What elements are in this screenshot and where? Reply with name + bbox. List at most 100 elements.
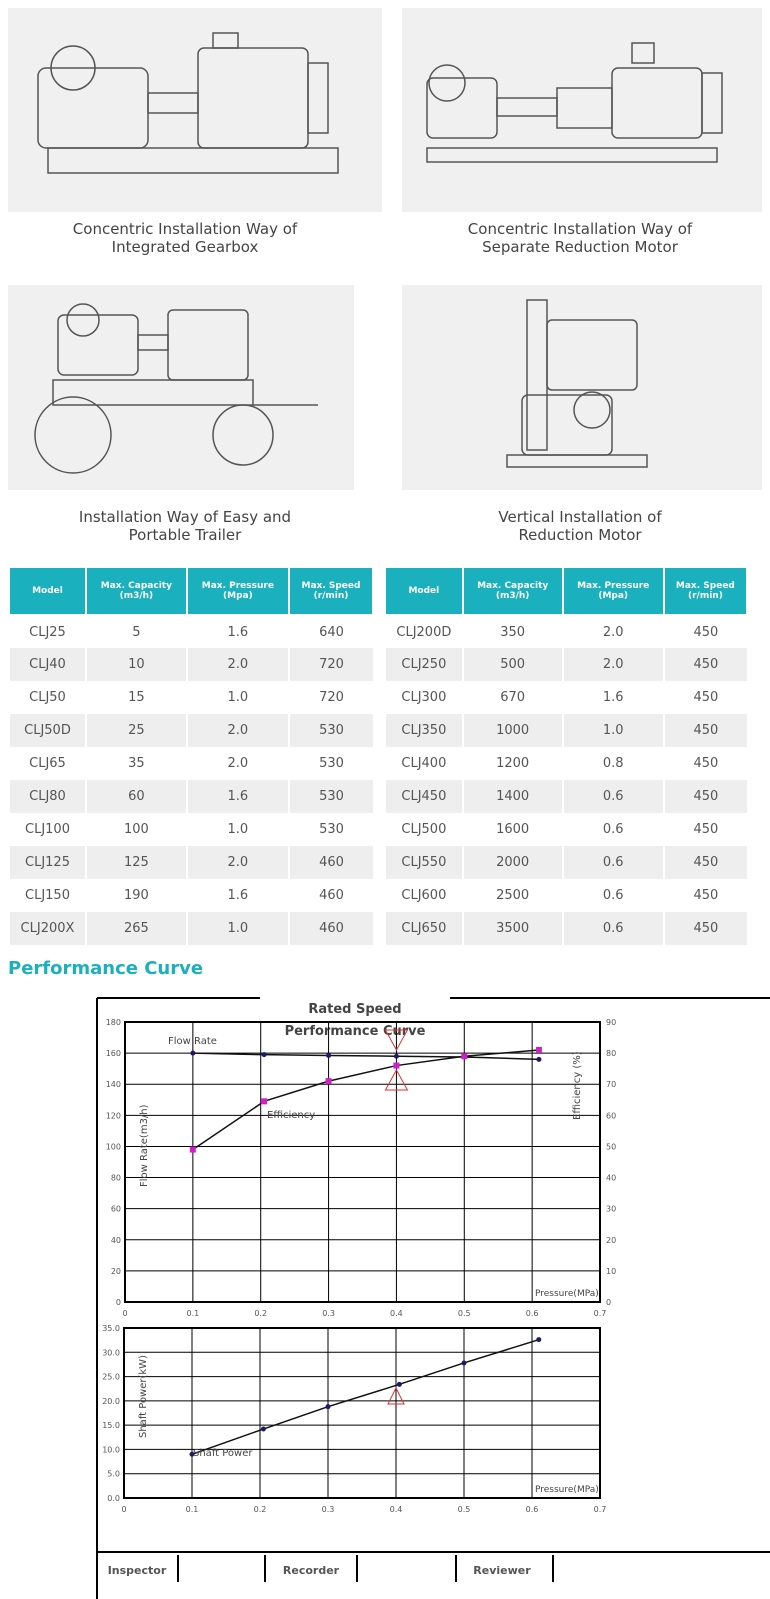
caption-line: Reduction Motor [518,526,642,544]
y-tick-label: 180 [106,1018,121,1027]
pump-image-separate-motor [402,8,762,212]
model-table-left: Model Max. Capacity (m3/h) Max. Pressure (Mp… [8,566,375,945]
table-row: CLJ650 3500 0.6 450 [384,912,747,945]
table-cell: 0.6 [561,813,664,846]
x-tick-label: 0.5 [458,1309,471,1318]
y-tick-label: 20.0 [102,1397,120,1406]
table-cell: 450 [662,681,747,714]
y-tick-label: 35.0 [102,1324,120,1333]
series-label-flow-rate: Flow Rate [168,1036,217,1047]
plot-area [123,1327,601,1499]
shaft-power-point [189,1451,195,1457]
shaft-power-point [461,1360,467,1366]
table-row: CLJ550 2000 0.6 450 [384,846,747,879]
table-cell: CLJ150 [8,879,86,912]
chart-title-line: Rated Speed [308,1002,401,1017]
table-cell: 0.6 [561,780,664,813]
series-label-efficiency: Efficiency [267,1110,315,1121]
table-cell: 450 [662,912,747,945]
table-cell: CLJ65 [8,747,86,780]
table-cell: CLJ50D [8,714,86,747]
table-cell: CLJ40 [8,648,86,681]
chart-title-line: Performance Curve [285,1024,426,1039]
y2-tick-label: 40 [606,1174,616,1183]
column-header: Max. Capacity (m3/h) [84,566,188,616]
x-tick-label: 0.7 [594,1505,607,1514]
y-tick-label: 25.0 [102,1373,120,1382]
table-cell: 1.0 [185,912,289,945]
table-cell: CLJ650 [384,912,463,945]
table-row: CLJ300 670 1.6 450 [384,681,747,714]
table-cell: 530 [287,747,373,780]
table-cell: 190 [84,879,187,912]
caption-line: Integrated Gearbox [111,238,259,256]
efficiency-point [325,1078,332,1085]
y-tick-label: 100 [106,1142,121,1151]
signoff-label: Inspector [108,1564,167,1577]
table-row: CLJ200D 350 2.0 450 [384,615,747,648]
table-cell: 125 [84,846,187,879]
table-cell: 15 [84,681,187,714]
table-cell: 0.6 [561,846,664,879]
y2-tick-label: 60 [606,1111,616,1120]
flow-rate-point [393,1053,399,1059]
table-row: CLJ50 15 1.0 720 [8,681,373,714]
column-header: Max. Capacity (m3/h) [461,566,564,616]
table-row: CLJ450 1400 0.6 450 [384,780,747,813]
table-cell: CLJ100 [8,813,86,846]
y2-tick-label: 50 [606,1142,616,1151]
x-tick-label: 0 [121,1505,126,1514]
model-table-right: Model Max. Capacity (m3/h) Max. Pressure (Mp… [384,566,749,945]
table-cell: CLJ50 [8,681,86,714]
plot-area [124,1021,601,1303]
y-tick-label: 40 [111,1236,121,1245]
table-row: CLJ350 1000 1.0 450 [384,714,747,747]
y-tick-label: 0 [116,1298,121,1307]
table-cell: CLJ200D [384,615,463,648]
table-cell: 640 [287,615,373,648]
table-cell: 450 [662,648,747,681]
table-cell: CLJ500 [384,813,463,846]
flow-rate-point [536,1056,542,1062]
table-cell: 1.0 [185,813,289,846]
efficiency-curve [192,1049,539,1151]
y2-tick-label: 90 [606,1018,616,1027]
efficiency-point [261,1098,268,1105]
column-header: Max. Speed (r/min) [662,566,749,616]
table-cell: 450 [662,813,747,846]
table-row: CLJ125 125 2.0 460 [8,846,373,879]
caption-line: Vertical Installation of [498,508,662,526]
x-tick-label: 0 [122,1309,127,1318]
shaft-power-point [536,1337,542,1343]
rated-point-marker [387,1386,405,1405]
table-cell: 100 [84,813,187,846]
efficiency-point [535,1047,542,1053]
table-cell: 1600 [461,813,563,846]
table-cell: 450 [662,747,747,780]
shaft-power-point [260,1426,266,1432]
y-tick-label: 160 [106,1049,121,1058]
table-row: CLJ250 500 2.0 450 [384,648,747,681]
x-tick-label: 0.3 [322,1505,335,1514]
y2-axis-label: Efficiency (%) [572,1051,583,1120]
table-cell: 10 [84,648,187,681]
table-cell: CLJ550 [384,846,463,879]
pump-image-integrated-gearbox [8,8,382,212]
table-row: CLJ150 190 1.6 460 [8,879,373,912]
table-cell: 530 [287,714,373,747]
table-cell: 0.6 [561,879,664,912]
table-cell: CLJ250 [384,648,463,681]
table-cell: 530 [287,813,373,846]
table-cell: 35 [84,747,187,780]
column-header: Model [384,566,464,616]
y-axis-label: Shaft Power(kW) [138,1355,149,1438]
flow-rate-point [261,1052,267,1058]
table-cell: 720 [287,648,373,681]
y-tick-label: 60 [111,1205,121,1214]
table-cell: 1000 [461,714,563,747]
section-title: Performance Curve [8,958,204,979]
table-cell: 2.0 [185,714,289,747]
series-label-shaft-power: Shaft Power [193,1448,253,1459]
column-header: Max. Speed (r/min) [287,566,375,616]
